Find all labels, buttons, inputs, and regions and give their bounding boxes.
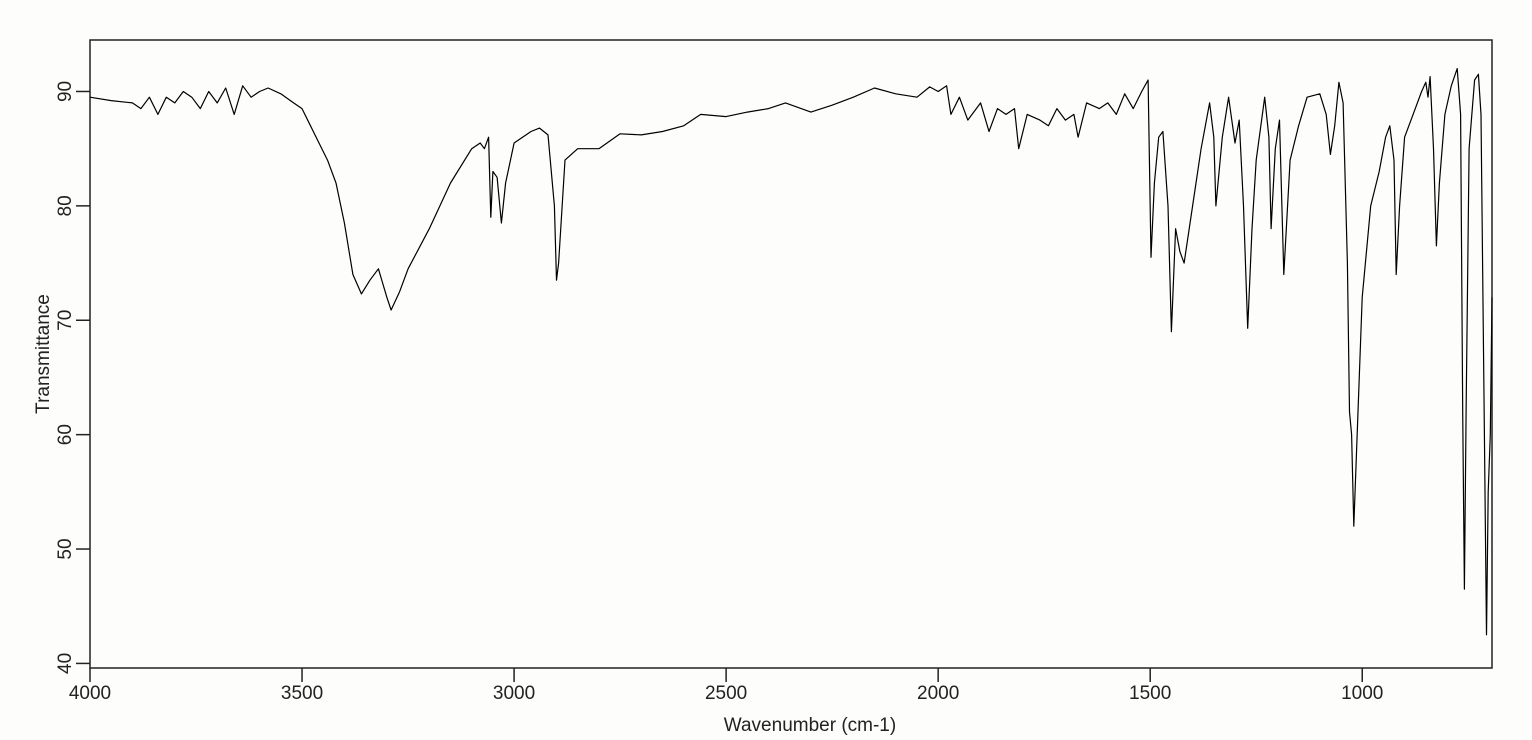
y-tick-label: 60 xyxy=(55,424,76,445)
x-tick-label: 1000 xyxy=(1341,683,1383,704)
y-tick-label: 80 xyxy=(55,195,76,216)
y-tick-label: 40 xyxy=(55,653,76,674)
y-axis-label: Transmittance xyxy=(33,294,54,414)
x-tick-label: 1500 xyxy=(1129,683,1171,704)
x-tick-label: 3000 xyxy=(493,683,535,704)
y-tick-label: 90 xyxy=(55,81,76,102)
spectrum-line xyxy=(89,68,1493,636)
x-tick-label: 2500 xyxy=(705,683,747,704)
x-tick-label: 3500 xyxy=(281,683,323,704)
plot-frame xyxy=(89,39,1493,669)
x-tick-label: 4000 xyxy=(69,683,111,704)
y-tick-label: 70 xyxy=(55,310,76,331)
y-tick-label: 50 xyxy=(55,538,76,559)
x-tick-label: 2000 xyxy=(917,683,959,704)
x-axis-label: Wavenumber (cm-1) xyxy=(724,715,896,736)
